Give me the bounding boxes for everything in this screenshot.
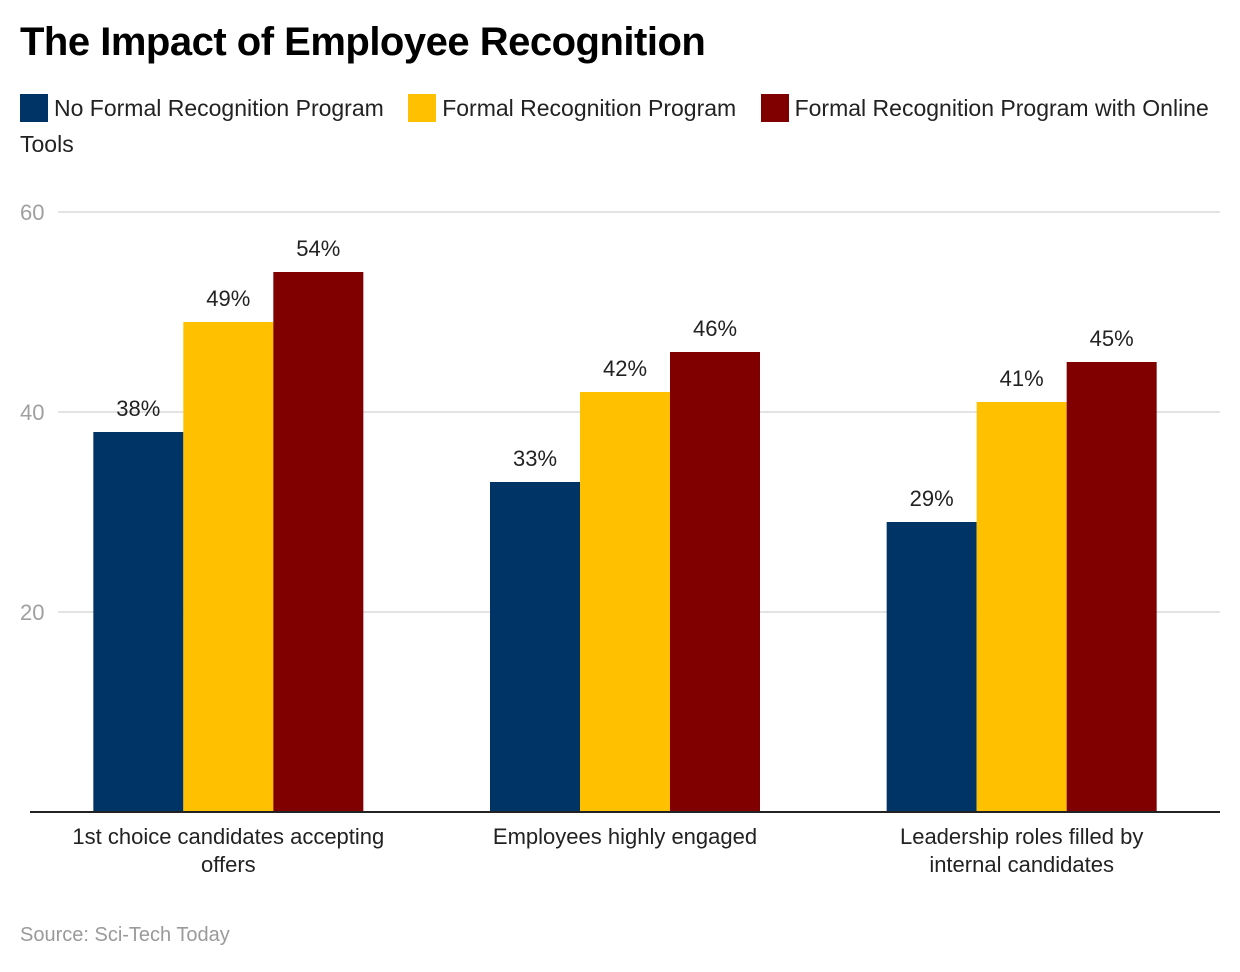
data-label: 42%	[603, 356, 647, 381]
bar	[93, 432, 184, 812]
x-tick-label: Employees highly engaged	[493, 824, 757, 849]
bar	[1066, 362, 1157, 812]
data-label: 33%	[513, 446, 557, 471]
data-label: 46%	[693, 316, 737, 341]
legend-label: Formal Recognition Program with Online T…	[20, 95, 1209, 157]
legend-swatch-no-formal	[20, 94, 48, 122]
legend-swatch-formal	[408, 94, 437, 122]
y-tick-label: 60	[20, 200, 44, 225]
legend-item-no-formal: No Formal Recognition Program	[20, 94, 384, 122]
data-label: 54%	[296, 236, 340, 261]
bar	[273, 272, 364, 812]
bar	[490, 482, 580, 812]
legend-label: No Formal Recognition Program	[54, 95, 384, 121]
bar	[183, 322, 274, 812]
legend-item-formal-online: Formal Recognition Program with Online T…	[20, 94, 1209, 157]
y-tick-label: 40	[20, 400, 44, 425]
bar	[976, 402, 1067, 812]
legend-label: Formal Recognition Program	[442, 95, 737, 121]
y-tick-label: 20	[20, 600, 44, 625]
data-label: 49%	[206, 286, 250, 311]
data-label: 41%	[1000, 366, 1044, 391]
legend-swatch-formal-online	[760, 94, 789, 122]
legend: No Formal Recognition Program Formal Rec…	[20, 90, 1220, 162]
bar	[580, 392, 670, 812]
x-tick-label: internal candidates	[929, 852, 1114, 877]
x-tick-label: 1st choice candidates accepting	[72, 824, 384, 849]
data-label: 29%	[910, 486, 954, 511]
data-label: 38%	[116, 396, 160, 421]
source-note: Source: Sci-Tech Today	[20, 924, 230, 946]
x-tick-label: Leadership roles filled by	[900, 824, 1143, 849]
legend-item-formal: Formal Recognition Program	[408, 94, 737, 122]
x-tick-label: offers	[201, 852, 256, 877]
bar	[886, 522, 977, 812]
data-label: 45%	[1090, 326, 1134, 351]
chart-title: The Impact of Employee Recognition	[20, 20, 706, 64]
bar	[670, 352, 760, 812]
